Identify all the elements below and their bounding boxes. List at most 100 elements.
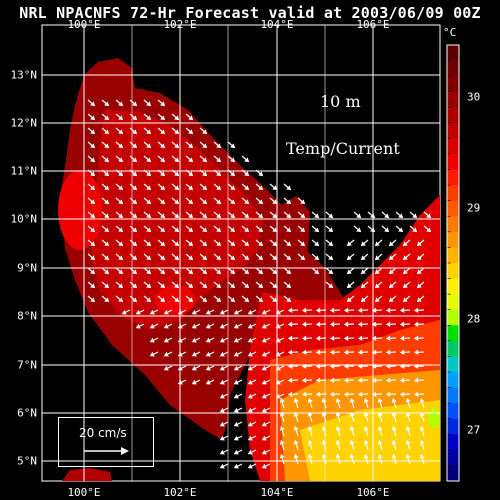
current-arrow-head [160, 157, 166, 163]
current-arrow-head [360, 241, 366, 247]
current-arrow-head [356, 213, 362, 219]
current-arrow-head [174, 157, 180, 163]
current-arrow-head [174, 283, 180, 289]
current-arrow-head [398, 213, 404, 219]
current-arrow-head [104, 171, 110, 177]
map-title: NRL NPACNFS 72-Hr Forecast valid at 2003… [19, 4, 481, 22]
current-arrow-head [216, 255, 222, 261]
current-arrow-head [374, 297, 380, 303]
current-arrow-head [160, 283, 166, 289]
current-arrow-head [118, 283, 124, 289]
current-arrow-head [202, 241, 208, 247]
current-arrow-head [275, 379, 281, 385]
current-arrow-head [258, 185, 264, 191]
current-arrow-head [399, 349, 405, 355]
current-arrow-head [315, 377, 321, 383]
current-arrow-head [244, 241, 250, 247]
current-arrow-head [272, 255, 278, 261]
current-arrow-head [258, 213, 264, 219]
current-arrow-head [385, 307, 391, 313]
current-arrow-head [426, 213, 432, 219]
current-arrow-head [286, 297, 292, 303]
current-arrow-head [357, 335, 363, 341]
current-arrow-head [388, 269, 394, 275]
current-arrow-head [233, 337, 239, 343]
current-arrow-head [416, 297, 422, 303]
current-arrow-head [287, 335, 293, 341]
current-arrow-head [230, 213, 236, 219]
current-arrow-head [335, 397, 341, 403]
current-arrow-head [272, 227, 278, 233]
current-arrow-head [146, 227, 152, 233]
lon-label-top-106: 106°E [356, 18, 390, 31]
current-arrow-head [293, 397, 299, 403]
current-arrow-head [202, 143, 208, 149]
current-arrow-head [118, 185, 124, 191]
lon-label-bottom-106: 106°E [356, 486, 390, 499]
current-arrow-head [349, 397, 355, 403]
current-arrow-head [163, 309, 169, 315]
lat-label-11: 11°N [10, 164, 38, 178]
current-arrow-head [244, 255, 250, 261]
current-arrow-head [104, 129, 110, 135]
current-arrow-head [160, 213, 166, 219]
current-arrow-head [258, 171, 264, 177]
current-arrow-head [360, 283, 366, 289]
current-arrow-head [146, 213, 152, 219]
current-arrow-head [300, 227, 306, 233]
current-arrow-head [118, 129, 124, 135]
current-arrow-head [135, 309, 141, 315]
current-arrow-head [146, 199, 152, 205]
current-arrow-head [307, 453, 313, 459]
current-arrow-head [377, 439, 383, 445]
current-arrow-head [258, 269, 264, 275]
current-arrow-head [174, 227, 180, 233]
current-arrow-head [402, 297, 408, 303]
current-arrow-head [247, 435, 253, 441]
colorbar-swatch [447, 263, 459, 280]
current-arrow-head [328, 213, 334, 219]
current-arrow-head [216, 227, 222, 233]
current-arrow-head [146, 157, 152, 163]
current-arrow-head [328, 241, 334, 247]
current-arrow-head [104, 115, 110, 121]
current-arrow-head [188, 129, 194, 135]
current-arrow-head [247, 323, 253, 329]
current-arrow-head [174, 269, 180, 275]
current-arrow-head [261, 421, 267, 427]
current-arrow-head [244, 297, 250, 303]
current-arrow-head [343, 377, 349, 383]
current-arrow-head [132, 171, 138, 177]
current-arrow-head [357, 363, 363, 369]
current-arrow-head [132, 213, 138, 219]
current-arrow-head [188, 143, 194, 149]
current-arrow-head [328, 227, 334, 233]
current-arrow-head [174, 129, 180, 135]
current-arrow-head [104, 157, 110, 163]
current-arrow-head [360, 269, 366, 275]
current-arrow-head [188, 269, 194, 275]
colorbar-tick-28: 28 [467, 312, 481, 326]
current-arrow-head [121, 309, 127, 315]
current-arrow-head [287, 377, 293, 383]
current-arrow-head [149, 337, 155, 343]
current-arrow-head [388, 255, 394, 261]
current-arrow-head [413, 377, 419, 383]
current-arrow-head [279, 439, 285, 445]
current-arrow-head [416, 283, 422, 289]
current-arrow-head [160, 255, 166, 261]
colorbar-unit-label: °C [443, 26, 457, 39]
current-arrow-head [149, 351, 155, 357]
current-arrow-head [261, 393, 267, 399]
current-arrow-head [307, 425, 313, 431]
current-arrow-head [388, 241, 394, 247]
current-arrow-head [146, 269, 152, 275]
lat-label-9: 9°N [17, 261, 37, 275]
current-arrow-head [329, 377, 335, 383]
current-arrow-head [329, 307, 335, 313]
current-arrow-head [118, 269, 124, 275]
current-arrow-head [163, 365, 169, 371]
colorbar-frame [446, 44, 460, 482]
current-arrow-head [426, 227, 432, 233]
current-arrow-head [261, 407, 267, 413]
